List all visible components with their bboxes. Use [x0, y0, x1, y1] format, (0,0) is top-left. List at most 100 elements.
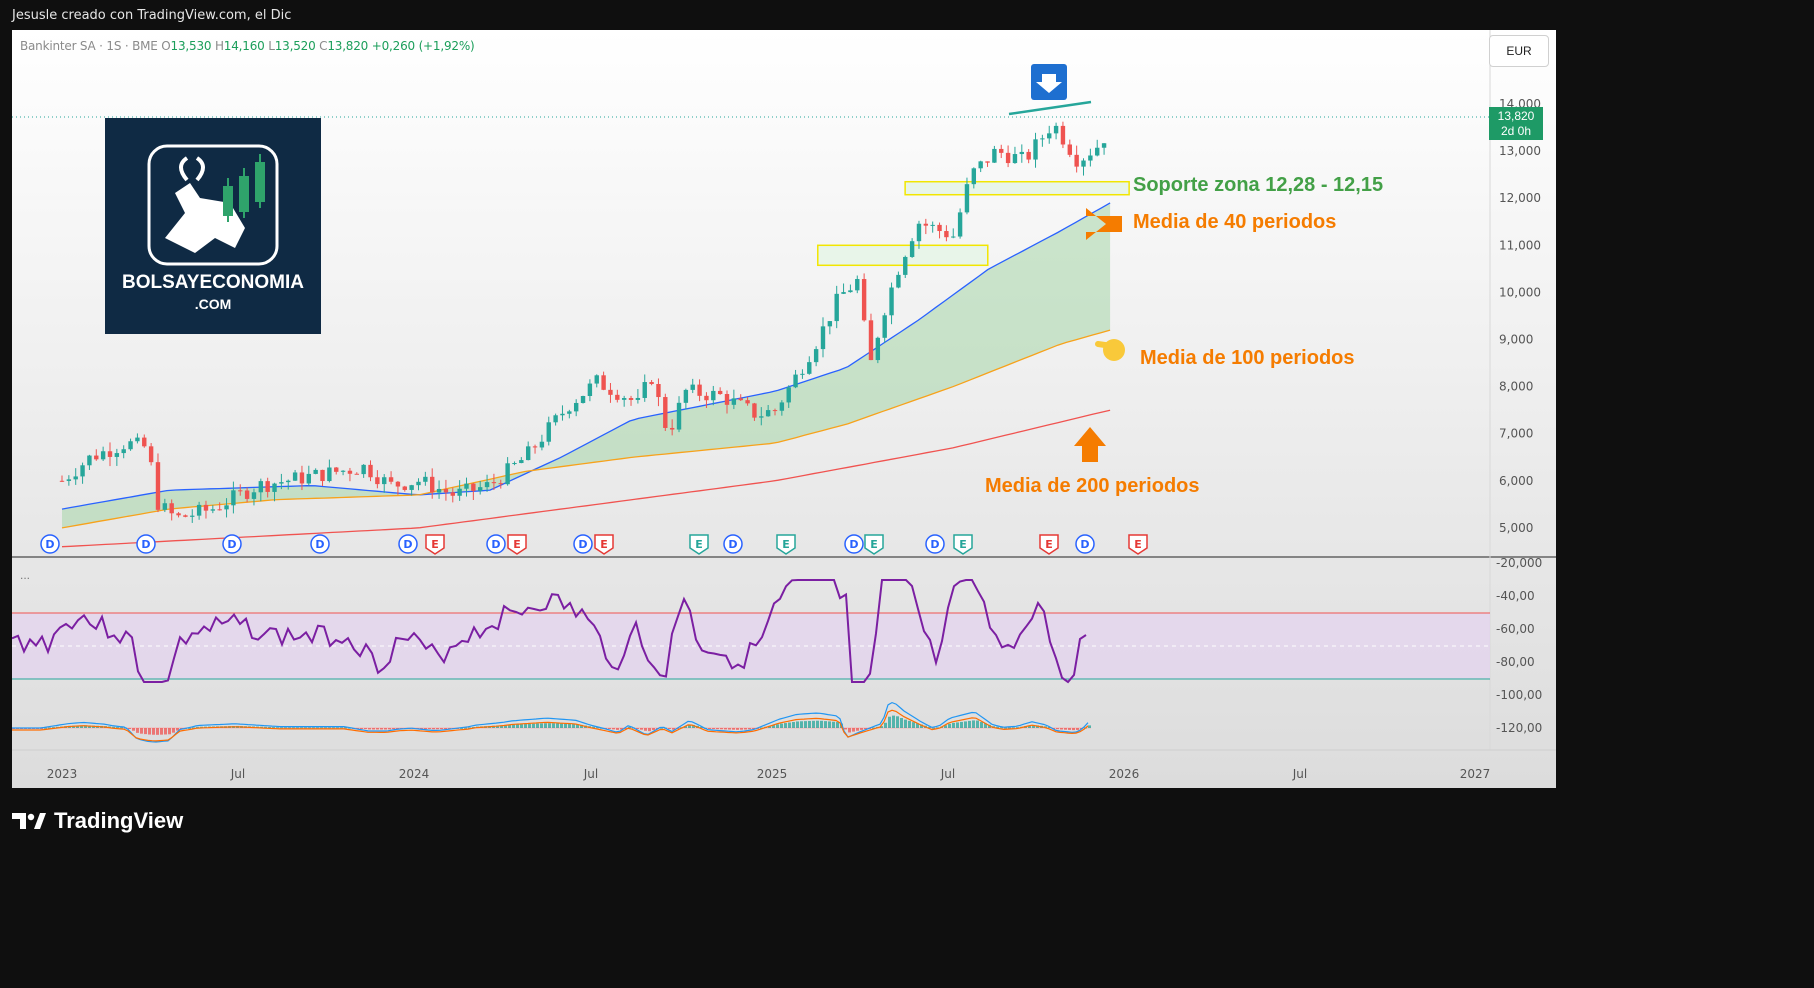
candle-body	[594, 375, 599, 384]
macd-histogram-bar	[544, 723, 547, 728]
low-value: 13,520	[274, 39, 316, 53]
candle-body	[669, 427, 675, 430]
macd-histogram-bar	[968, 720, 971, 728]
macd-histogram-bar	[784, 723, 787, 728]
candle-body	[546, 422, 551, 442]
earnings-marker	[1128, 534, 1148, 555]
dividend-marker	[723, 534, 743, 554]
macd-histogram-bar	[128, 728, 131, 729]
candle-body	[649, 382, 654, 385]
macd-histogram-bar	[284, 727, 287, 729]
candle-body	[841, 292, 846, 294]
candle-body	[409, 485, 414, 490]
candle-body	[464, 483, 469, 489]
macd-histogram-bar	[448, 728, 451, 729]
macd-histogram-bar	[624, 728, 627, 729]
macd-histogram-bar	[464, 727, 467, 729]
macd-histogram-bar	[936, 727, 939, 729]
macd-histogram-bar	[616, 728, 619, 730]
candle-body	[896, 274, 901, 288]
macd-histogram-bar	[572, 724, 575, 728]
candle-body	[107, 451, 113, 457]
macd-histogram-bar	[564, 723, 567, 728]
macd-histogram-bar	[296, 727, 299, 729]
candle-body	[155, 462, 161, 510]
last-price-value: 13,820	[1497, 109, 1535, 123]
macd-histogram-bar	[372, 728, 375, 730]
candle-body	[848, 290, 853, 293]
macd-histogram-bar	[312, 727, 315, 729]
tradingview-logo-icon	[12, 813, 46, 829]
candle-body	[340, 470, 346, 472]
macd-histogram-bar	[504, 725, 507, 728]
macd-histogram-bar	[1008, 727, 1011, 729]
macd-histogram-bar	[1076, 728, 1079, 730]
macd-histogram-bar	[308, 727, 311, 729]
macd-histogram-bar	[172, 728, 175, 733]
candle-body	[423, 476, 428, 482]
macd-histogram-bar	[188, 727, 191, 729]
candle-body	[203, 504, 209, 511]
dividend-marker	[486, 534, 506, 554]
macd-histogram-bar	[964, 721, 967, 728]
earnings-marker	[689, 534, 709, 555]
time-axis-label: 2024	[399, 767, 430, 781]
dividend-marker	[310, 534, 330, 554]
macd-histogram-bar	[88, 725, 91, 728]
macd-histogram-bar	[636, 728, 639, 729]
price-axis-label: 9,000	[1499, 333, 1533, 347]
macd-histogram-bar	[1056, 728, 1059, 730]
ma200-line	[61, 409, 1111, 548]
candle-body	[601, 375, 606, 390]
candle-body	[1005, 152, 1011, 164]
candle-body	[210, 509, 216, 511]
candle-body	[1067, 144, 1072, 155]
event-marker-label: D	[491, 538, 500, 551]
macd-histogram-bar	[496, 725, 499, 728]
candle-body	[121, 449, 126, 454]
event-marker-label: E	[513, 538, 521, 551]
macd-histogram-bar	[824, 721, 827, 728]
macd-histogram-bar	[1064, 728, 1067, 730]
candle-body	[505, 463, 510, 485]
macd-histogram-bar	[792, 721, 795, 728]
candle-body	[697, 384, 702, 396]
event-marker-label: E	[782, 538, 790, 551]
candle-body	[1101, 143, 1107, 148]
macd-histogram-bar	[556, 723, 559, 728]
candle-body	[539, 441, 545, 448]
currency-button[interactable]: EUR	[1489, 35, 1549, 67]
candle-body	[87, 455, 92, 466]
macd-histogram-bar	[528, 723, 531, 728]
candle-body	[573, 402, 579, 412]
macd-histogram-bar	[548, 723, 551, 728]
event-marker-label: D	[315, 538, 324, 551]
candle-body	[628, 398, 634, 400]
chart-author-header: Jesusle creado con TradingView.com, el D…	[12, 8, 292, 23]
candle-body	[80, 465, 85, 477]
price-axis-label: 7,000	[1499, 427, 1533, 441]
candle-body	[903, 256, 908, 275]
macd-histogram-bar	[896, 716, 899, 728]
macd-line	[12, 701, 1089, 743]
chart-panel[interactable]: 14,000 13,000 12,000 11,000 10,000 9,000 8,000…	[12, 30, 1556, 788]
price-axis-label: 5,000	[1499, 521, 1533, 535]
candle-body	[1047, 133, 1052, 139]
candle-body	[320, 469, 325, 482]
candle-body	[292, 472, 298, 481]
macd-histogram-bar	[952, 722, 955, 728]
candle-body	[923, 223, 929, 226]
macd-histogram-bar	[644, 728, 647, 731]
macd-histogram-bar	[744, 728, 747, 730]
macd-histogram-bar	[424, 728, 427, 729]
macd-histogram-bar	[860, 728, 863, 730]
macd-histogram-bar	[892, 715, 895, 728]
candle-body	[388, 477, 394, 482]
indicator-menu[interactable]: ...	[20, 568, 31, 582]
candle-body	[875, 337, 881, 361]
macd-histogram-bar	[864, 728, 867, 730]
candle-body	[265, 481, 270, 492]
candle-body	[196, 504, 202, 516]
price-chart[interactable]: 14,00013,00012,00011,00010,0009,0008,000…	[12, 30, 1556, 788]
candle-body	[231, 490, 236, 506]
